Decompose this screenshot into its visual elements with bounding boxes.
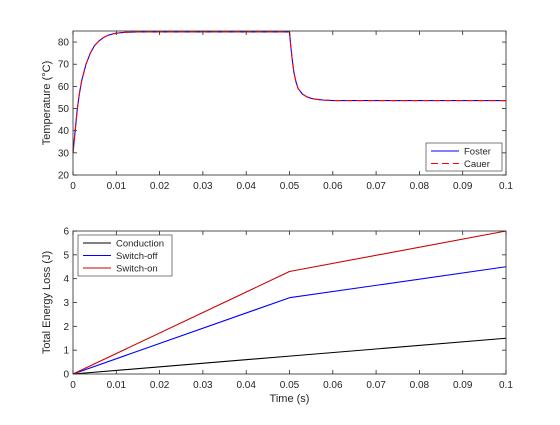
bottom-x-tick-label: 0.08 bbox=[410, 380, 430, 391]
bottom-series-line-conduction bbox=[72, 337, 507, 375]
bottom-y-tick-label: 4 bbox=[63, 274, 69, 285]
bottom-x-tick-label: 0.02 bbox=[150, 380, 170, 391]
top-legend-label-cauer: Cauer bbox=[464, 159, 490, 170]
bottom-series-line-switch-off bbox=[72, 266, 507, 375]
bottom-x-tick-label: 0.06 bbox=[323, 380, 343, 391]
top-legend-label-foster: Foster bbox=[464, 147, 491, 158]
bottom-y-axis-label: Total Energy Loss (J) bbox=[41, 251, 53, 354]
bottom-y-tick-label: 5 bbox=[63, 250, 69, 261]
top-y-tick-label: 70 bbox=[58, 60, 70, 71]
bottom-y-tick-label: 2 bbox=[63, 322, 69, 333]
bottom-legend-label-switch-on: Switch-on bbox=[116, 264, 158, 275]
top-y-tick-label: 40 bbox=[58, 126, 70, 137]
bottom-y-tick-label: 1 bbox=[63, 346, 69, 357]
bottom-x-tick-label: 0.09 bbox=[453, 380, 473, 391]
top-x-tick-label: 0.01 bbox=[107, 181, 127, 192]
top-x-tick-label: 0.06 bbox=[323, 181, 343, 192]
top-x-tick-label: 0.02 bbox=[150, 181, 170, 192]
bottom-legend-label-switch-off: Switch-off bbox=[116, 251, 158, 262]
bottom-x-tick-label: 0.1 bbox=[499, 380, 513, 391]
top-x-tick-label: 0 bbox=[70, 181, 76, 192]
bottom-x-tick-label: 0.05 bbox=[280, 380, 300, 391]
bottom-y-tick-label: 0 bbox=[63, 370, 69, 381]
bottom-x-tick-label: 0.04 bbox=[236, 380, 256, 391]
top-y-tick-label: 80 bbox=[58, 38, 70, 49]
top-y-tick-label: 50 bbox=[58, 104, 70, 115]
bottom-series-line-switch-on bbox=[72, 230, 507, 375]
top-x-tick-label: 0.08 bbox=[410, 181, 430, 192]
bottom-y-tick-label: 3 bbox=[63, 298, 69, 309]
top-x-tick-label: 0.07 bbox=[366, 181, 386, 192]
top-x-tick-label: 0.03 bbox=[193, 181, 213, 192]
bottom-x-axis-label: Time (s) bbox=[270, 393, 310, 405]
top-x-tick-label: 0.04 bbox=[236, 181, 256, 192]
top-x-tick-label: 0.09 bbox=[453, 181, 473, 192]
top-y-tick-label: 20 bbox=[58, 171, 70, 182]
top-y-tick-label: 30 bbox=[58, 148, 70, 159]
bottom-x-tick-label: 0.07 bbox=[366, 380, 386, 391]
top-y-axis-label: Temperature (°C) bbox=[41, 61, 53, 145]
bottom-legend-label-conduction: Conduction bbox=[116, 239, 164, 250]
bottom-plot-group: 0 0.01 0.02 0.03 0.04 0.05 0.06 0.07 0.08 0.09 0.1… bbox=[41, 227, 513, 406]
top-y-tick-label: 60 bbox=[58, 82, 70, 93]
bottom-x-tick-label: 0.01 bbox=[107, 380, 127, 391]
bottom-y-tick-label: 6 bbox=[63, 227, 69, 238]
top-x-tick-label: 0.05 bbox=[280, 181, 300, 192]
top-plot-group: 0 0.01 0.02 0.03 0.04 0.05 0.06 0.07 0.08 0.09 0.1… bbox=[41, 30, 513, 192]
bottom-x-tick-label: 0.03 bbox=[193, 380, 213, 391]
top-legend-box bbox=[425, 142, 503, 172]
bottom-x-tick-label: 0 bbox=[70, 380, 76, 391]
top-x-tick-label: 0.1 bbox=[499, 181, 513, 192]
